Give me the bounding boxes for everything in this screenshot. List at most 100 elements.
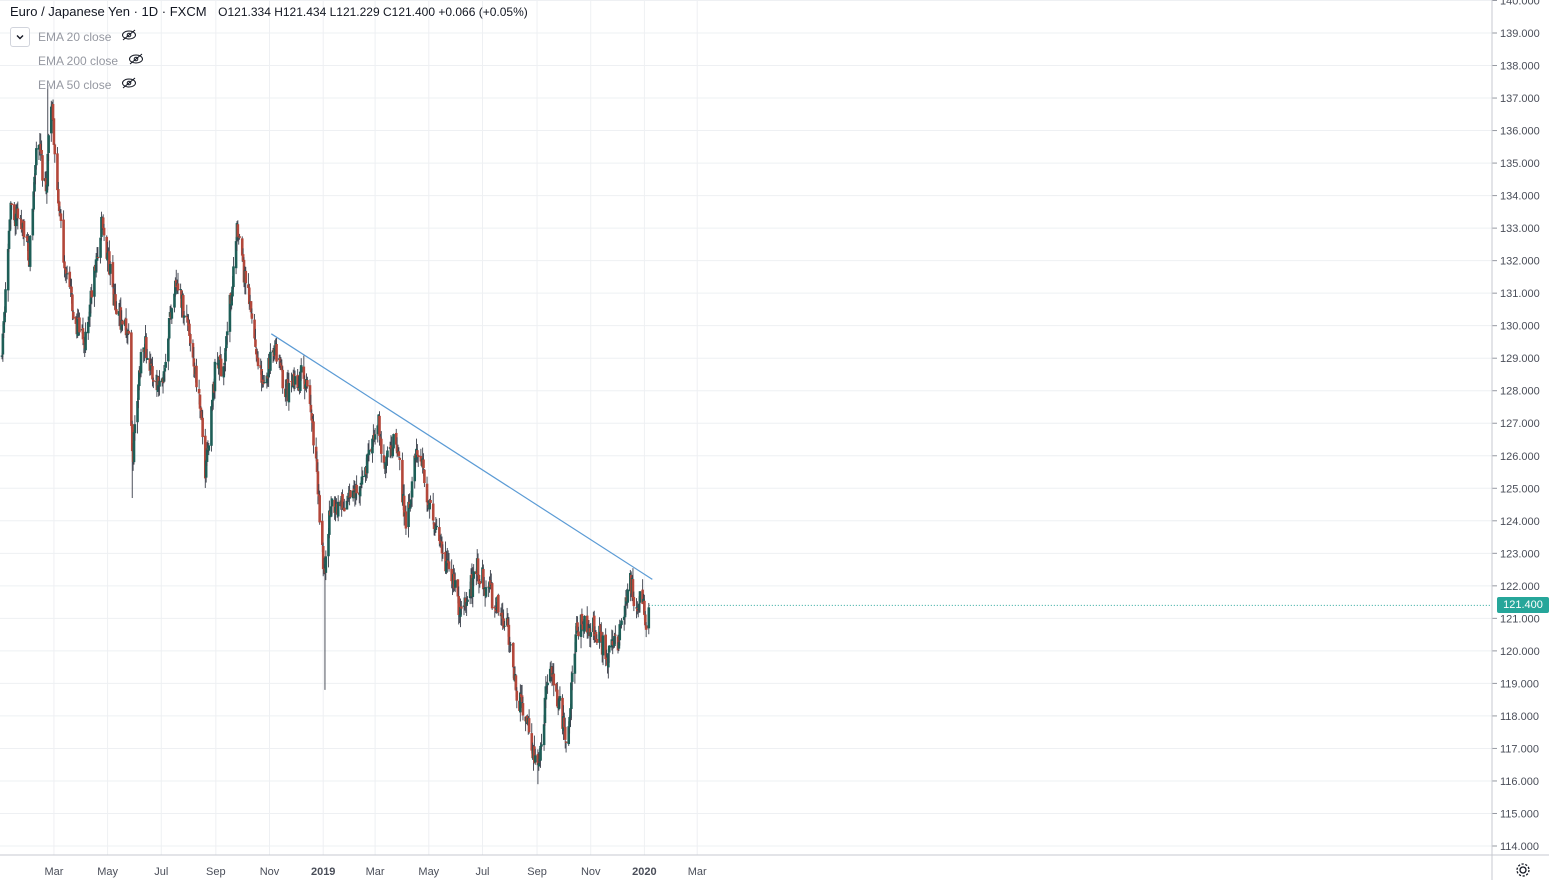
indicator-ema50[interactable]: EMA 50 close [38,77,137,92]
x-tick-label: Mar [44,866,63,878]
candle-down [218,355,222,360]
candle-up [435,525,439,527]
y-tick-label: 121.000 [1500,613,1540,625]
candle-down [281,369,285,389]
candle-up [120,320,123,330]
candle-up [93,266,96,297]
candle-up [386,450,389,458]
candle-up [170,308,174,319]
candle-down [64,268,67,270]
candle-down [456,579,460,597]
candle-up [299,371,302,392]
indicator-label: EMA 200 close [38,53,119,68]
indicator-ema200[interactable]: EMA 200 close [38,53,144,68]
candle-down [564,741,568,743]
y-tick-label: 132.000 [1500,256,1540,268]
candle-down [355,484,358,494]
candle-down [343,507,346,512]
candle-down [71,311,75,319]
candle-down [438,539,442,544]
eye-off-icon[interactable] [128,53,144,68]
eye-off-icon[interactable] [121,29,137,44]
candle-down [296,374,299,389]
candle-down [102,227,106,236]
candle-up [376,425,380,435]
x-tick-label: Jul [154,866,168,878]
candle-down [74,316,78,324]
chart-legend: Euro / Japanese Yen · 1D · FXCM O121.334… [10,4,528,19]
y-tick-label: 118.000 [1500,711,1539,723]
candle-down [315,459,319,472]
y-tick-label: 129.000 [1500,353,1540,365]
candle-up [360,476,364,485]
x-tick-label: 2019 [311,866,335,878]
candle-up [428,499,431,510]
symbol-title[interactable]: Euro / Japanese Yen · 1D · FXCM [10,4,207,19]
candle-down [378,415,381,436]
candle-up [358,486,362,497]
candle-up [607,653,610,668]
candle-up [482,587,486,590]
x-tick-label: Jul [475,866,489,878]
indicator-ema20[interactable]: EMA 20 close [38,29,137,44]
y-tick-label: 130.000 [1500,321,1540,333]
candle-down [316,471,320,495]
y-tick-label: 133.000 [1500,223,1540,235]
candle-up [225,331,229,336]
candle-down [181,295,185,318]
candle-down [457,596,461,616]
y-tick-label: 134.000 [1500,191,1540,203]
candle-up [533,755,537,763]
candle-up [9,202,13,220]
candle-up [466,599,469,602]
candle-down [599,631,603,642]
candle-down [577,631,580,637]
x-tick-label: May [418,866,439,878]
chevron-down-icon [16,35,24,40]
gear-icon[interactable] [1515,862,1531,878]
candle-up [623,605,627,618]
candle-down [150,363,153,366]
candle-down [347,496,351,498]
candle-up [94,259,98,273]
candle-down [314,446,318,459]
candle-down [51,104,55,120]
candle-up [407,501,410,528]
collapse-indicators-button[interactable] [10,27,30,47]
candle-down [62,219,65,263]
candle-down [563,726,567,740]
candle-down [644,625,648,630]
candle-down [580,613,584,625]
y-tick-label: 119.000 [1500,678,1539,690]
candle-up [179,289,182,291]
candle-down [497,594,500,613]
y-tick-label: 124.000 [1500,516,1540,528]
candles [0,85,651,785]
y-tick-label: 120.000 [1500,646,1540,658]
candle-up [84,331,87,351]
candle-up [324,556,328,573]
candle-up [509,644,512,646]
candle-down [115,309,118,315]
candle-up [573,653,577,674]
candle-down [440,541,444,554]
candle-up [86,321,90,334]
candle-down [119,307,123,330]
candle-down [70,286,73,293]
candle-up [583,615,586,632]
candle-up [574,634,578,653]
candle-up [234,241,238,269]
candle-up [598,625,601,643]
candle-down [309,404,313,413]
candle-up [0,355,4,357]
candle-up [139,352,143,374]
eye-off-icon[interactable] [121,77,137,92]
candle-down [186,316,189,322]
candle-up [409,499,413,505]
candle-down [555,689,559,707]
candle-down [555,683,558,692]
candle-up [137,370,141,387]
